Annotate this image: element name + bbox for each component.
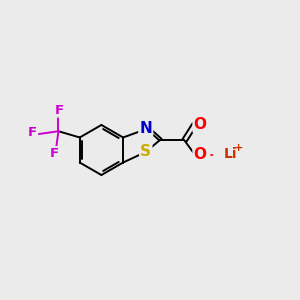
Text: O: O [194,147,207,162]
Text: F: F [50,147,59,160]
Text: S: S [140,144,151,159]
Text: O: O [194,117,207,132]
Text: +: + [234,143,244,153]
Text: Li: Li [224,147,238,161]
Text: F: F [55,103,64,116]
Text: N: N [140,121,152,136]
Text: F: F [28,127,37,140]
